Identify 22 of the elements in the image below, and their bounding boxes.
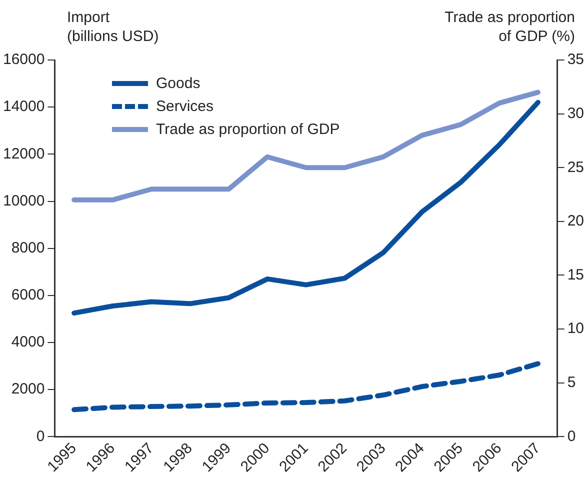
y-tick-label: 8000 — [11, 239, 45, 256]
y2-tick-label: 35 — [567, 51, 584, 68]
y-tick-label: 12000 — [2, 145, 45, 162]
y-axis-title: Import (billions USD) — [67, 8, 159, 46]
y-tick-label: 2000 — [11, 380, 45, 398]
y-tick-label: 14000 — [2, 98, 45, 116]
y-tick-label: 4000 — [11, 334, 45, 351]
legend-label: Services — [156, 98, 214, 115]
legend-label: Goods — [156, 75, 200, 92]
y2-tick-label: 0 — [567, 428, 576, 445]
y-tick-label: 10000 — [2, 192, 45, 210]
y2-tick-label: 20 — [567, 212, 584, 230]
y-tick-label: 16000 — [2, 51, 45, 68]
y2-tick-label: 10 — [567, 320, 584, 338]
y2-tick-label: 15 — [567, 266, 584, 284]
y2-tick-label: 25 — [567, 158, 584, 176]
y2-tick-label: 5 — [567, 374, 576, 392]
y2-axis-title: Trade as proportion of GDP (%) — [444, 8, 575, 46]
legend-label: Trade as proportion of GDP — [156, 121, 340, 138]
y-tick-label: 6000 — [11, 286, 45, 304]
y-tick-label: 0 — [36, 428, 45, 445]
y2-tick-label: 30 — [567, 104, 584, 122]
